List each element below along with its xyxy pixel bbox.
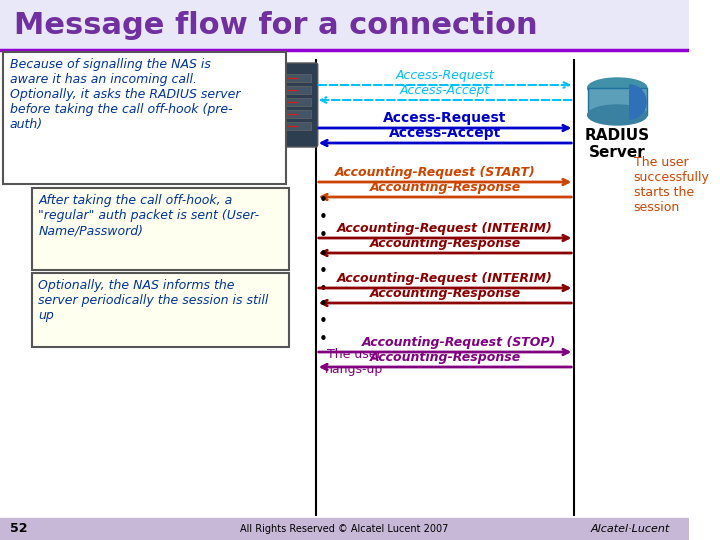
Bar xyxy=(46,134,63,141)
Text: Accounting-Request (INTERIM): Accounting-Request (INTERIM) xyxy=(337,222,553,235)
Text: •
•
•: • • • xyxy=(319,247,328,297)
Text: NAS: NAS xyxy=(246,150,281,165)
Text: After taking the call off-hook, a
"regular" auth packet is sent (User-
Name/Pass: After taking the call off-hook, a "regul… xyxy=(38,194,259,237)
Text: Alcatel·Lucent: Alcatel·Lucent xyxy=(590,524,670,534)
Text: Because of signalling the NAS is
aware it has an incoming call.
Optionally, it a: Because of signalling the NAS is aware i… xyxy=(9,58,240,131)
Ellipse shape xyxy=(588,105,647,125)
Text: Access-Request: Access-Request xyxy=(383,111,507,125)
Text: Access-Request: Access-Request xyxy=(396,69,495,82)
Text: Message flow for a connection: Message flow for a connection xyxy=(14,10,538,39)
FancyBboxPatch shape xyxy=(32,273,289,347)
Bar xyxy=(215,110,311,118)
Bar xyxy=(0,518,689,540)
Text: The user
hangs-up: The user hangs-up xyxy=(325,348,383,376)
Ellipse shape xyxy=(588,78,647,98)
Wedge shape xyxy=(630,85,646,119)
Bar xyxy=(588,88,647,115)
Text: 52: 52 xyxy=(9,523,27,536)
Text: Access-Accept: Access-Accept xyxy=(389,126,501,140)
Text: Accounting-Request (START): Accounting-Request (START) xyxy=(335,166,536,179)
Bar xyxy=(215,86,311,94)
Text: The user
successfully
starts the
session: The user successfully starts the session xyxy=(634,156,709,214)
Text: Accounting-Response: Accounting-Response xyxy=(369,351,521,364)
Text: Accounting-Response: Accounting-Response xyxy=(369,237,521,250)
Text: •
•
•: • • • xyxy=(319,297,328,347)
Text: PSTN: PSTN xyxy=(106,104,143,117)
FancyBboxPatch shape xyxy=(32,188,289,270)
FancyBboxPatch shape xyxy=(27,95,84,137)
Text: Accounting-Response: Accounting-Response xyxy=(369,287,521,300)
Ellipse shape xyxy=(79,79,170,141)
FancyBboxPatch shape xyxy=(3,52,286,184)
Bar xyxy=(0,0,689,50)
Bar xyxy=(215,74,311,82)
Text: •
•
•: • • • xyxy=(319,193,328,243)
Bar xyxy=(215,122,311,130)
Text: Accounting-Request (STOP): Accounting-Request (STOP) xyxy=(362,336,557,349)
Bar xyxy=(215,98,311,106)
Text: Access-Accept: Access-Accept xyxy=(400,84,490,97)
FancyBboxPatch shape xyxy=(209,63,318,147)
Text: Accounting-Request (INTERIM): Accounting-Request (INTERIM) xyxy=(337,272,553,285)
Text: Accounting-Response: Accounting-Response xyxy=(369,181,521,194)
Text: All Rights Reserved © Alcatel Lucent 2007: All Rights Reserved © Alcatel Lucent 200… xyxy=(240,524,449,534)
Text: Optionally, the NAS informs the
server periodically the session is still
up: Optionally, the NAS informs the server p… xyxy=(38,279,269,322)
Bar xyxy=(37,141,73,146)
Text: RADIUS
Server: RADIUS Server xyxy=(585,128,650,160)
